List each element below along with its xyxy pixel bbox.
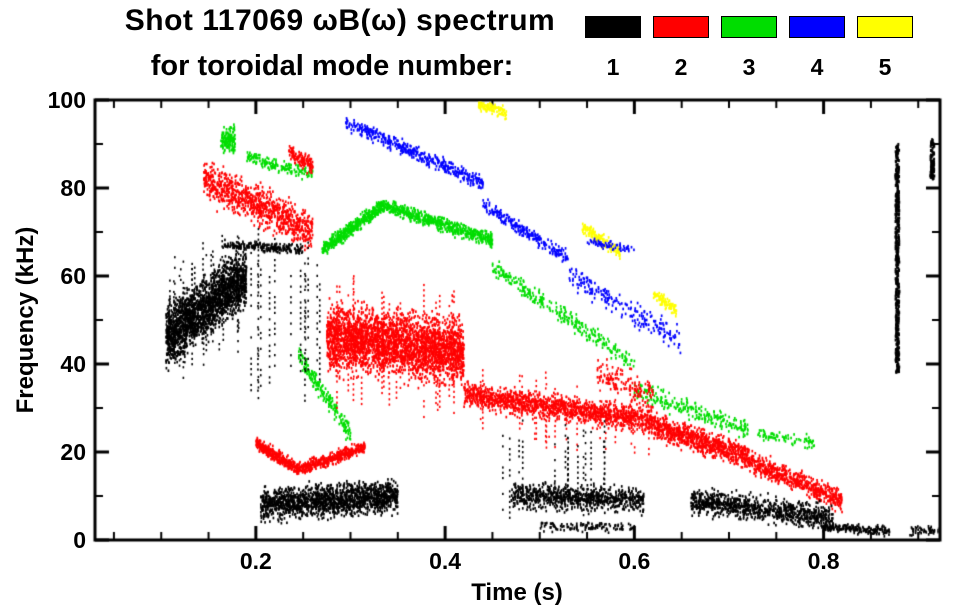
legend-label-mode2: 2 (674, 54, 688, 80)
chart-subtitle: for toroidal mode number: (150, 50, 514, 82)
legend-swatch-mode3 (721, 16, 777, 38)
legend-label-mode3: 3 (742, 54, 756, 80)
legend-swatch-mode1 (585, 16, 641, 38)
y-tick-label: 60 (60, 263, 86, 289)
legend-swatch-mode5 (857, 16, 913, 38)
y-tick-label: 100 (47, 87, 86, 113)
chart-title: Shot 117069 ωB(ω) spectrum (124, 4, 556, 37)
y-tick-label: 0 (73, 527, 86, 553)
legend-labels: 1 2 3 4 5 (585, 54, 913, 81)
x-axis-label: Time (s) (471, 579, 563, 606)
legend (585, 16, 913, 38)
x-tick-label: 0.8 (807, 548, 840, 574)
x-tick-label: 0.6 (618, 548, 651, 574)
x-tick-label: 0.4 (429, 548, 462, 574)
x-tick-label: 0.2 (239, 548, 272, 574)
y-tick-label: 20 (60, 439, 86, 465)
legend-label-mode5: 5 (878, 54, 892, 80)
y-tick-label: 40 (60, 351, 86, 377)
y-axis-label: Frequency (kHz) (12, 226, 39, 414)
y-tick-label: 80 (60, 175, 86, 201)
legend-swatch-mode4 (789, 16, 845, 38)
legend-label-mode1: 1 (606, 54, 620, 80)
legend-label-mode4: 4 (810, 54, 824, 80)
legend-swatch-mode2 (653, 16, 709, 38)
